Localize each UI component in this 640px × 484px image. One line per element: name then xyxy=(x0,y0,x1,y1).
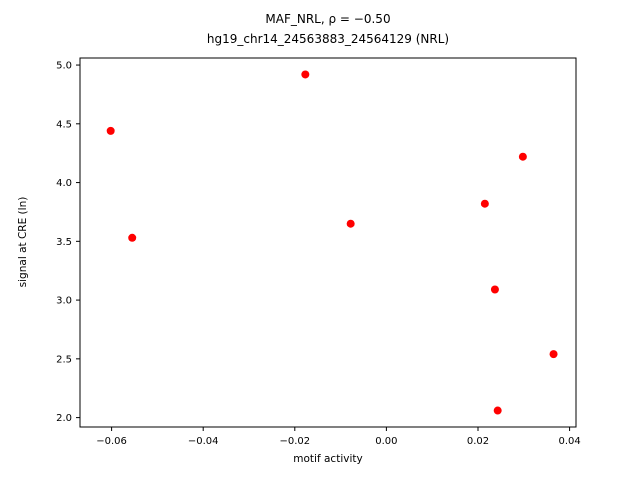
data-point xyxy=(106,126,115,135)
x-tick-label: 0.04 xyxy=(558,436,580,447)
x-tick-label: −0.04 xyxy=(188,436,219,447)
x-tick-label: −0.06 xyxy=(96,436,127,447)
data-point xyxy=(346,219,355,228)
data-point xyxy=(480,199,489,208)
x-axis-label: motif activity xyxy=(293,453,362,465)
data-point xyxy=(490,285,499,294)
plot-title-line2: hg19_chr14_24563883_24564129 (NRL) xyxy=(207,32,449,46)
data-point xyxy=(128,233,137,242)
plot-title-line1: MAF_NRL, ρ = −0.50 xyxy=(265,12,390,26)
data-point xyxy=(301,70,310,79)
y-tick-label: 2.0 xyxy=(56,413,72,424)
y-tick-label: 2.5 xyxy=(56,354,72,365)
axes-layer xyxy=(79,57,577,428)
x-tick-label: 0.02 xyxy=(467,436,489,447)
x-tick-label: −0.02 xyxy=(279,436,310,447)
axes-spines xyxy=(79,57,577,428)
y-tick-label: 3.5 xyxy=(56,237,72,248)
tick-layer: −0.06 −0.04 −0.02 0.00 0.02 0.04 2.0 2.5 3.0 3.5 4… xyxy=(56,61,581,447)
data-point xyxy=(493,406,502,415)
y-tick-label: 3.0 xyxy=(56,296,72,307)
y-axis-label: signal at CRE (ln) xyxy=(17,197,29,288)
data-point xyxy=(518,152,527,161)
y-tick-label: 4.5 xyxy=(56,119,72,130)
x-tick-label: 0.00 xyxy=(375,436,397,447)
y-tick-label: 5.0 xyxy=(56,61,72,72)
y-tick-label: 4.0 xyxy=(56,178,72,189)
point-layer xyxy=(106,70,558,415)
data-point xyxy=(549,350,558,359)
